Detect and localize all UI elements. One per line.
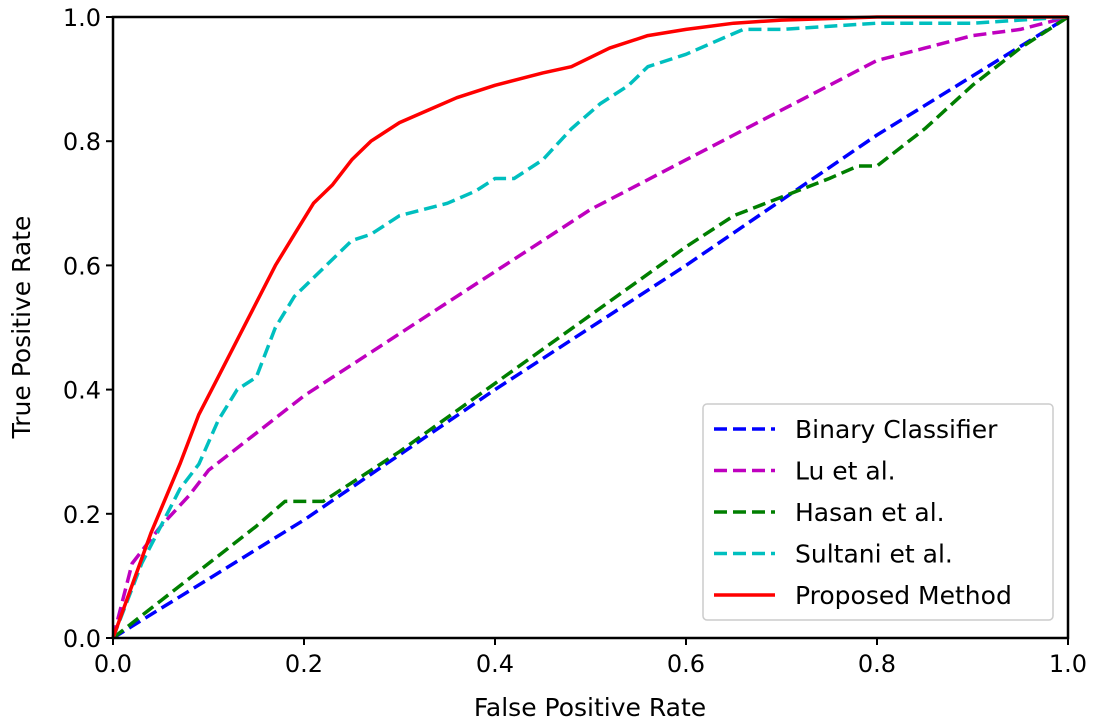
- x-tick-label: 0.6: [667, 650, 705, 678]
- y-axis-label: True Positive Rate: [7, 216, 36, 440]
- legend-label-binary-classifier: Binary Classifier: [795, 415, 998, 444]
- x-tick-label: 0.0: [94, 650, 132, 678]
- series-line-binary-classifier: [112, 15, 1069, 640]
- curves-layer: [111, 15, 1069, 640]
- x-axis-label: False Positive Rate: [474, 693, 706, 722]
- x-tick-label: 0.4: [476, 650, 514, 678]
- legend: Binary Classifier Lu et al. Hasan et al. Su…: [702, 403, 1054, 621]
- x-tick-label: 0.2: [285, 650, 323, 678]
- series-line-proposed-method: [111, 15, 1068, 639]
- y-tick-label: 0.0: [63, 625, 101, 653]
- legend-label-lu-et-al: Lu et al.: [795, 457, 896, 486]
- legend-box: [702, 403, 1054, 621]
- series-line-lu-et-al: [111, 15, 1069, 639]
- legend-label-sultani-et-al: Sultani et al.: [795, 540, 953, 569]
- x-tick-label: 1.0: [1049, 650, 1087, 678]
- y-tick-label: 0.8: [63, 128, 101, 156]
- legend-label-hasan-et-al: Hasan et al.: [795, 498, 945, 527]
- y-tick-label: 0.4: [63, 377, 101, 405]
- legend-label-proposed-method: Proposed Method: [795, 581, 1012, 610]
- plot-frame: [111, 15, 1070, 640]
- series-line-sultani-et-al: [111, 15, 1069, 639]
- y-tick-label: 1.0: [63, 4, 101, 32]
- x-tick-label: 0.8: [858, 650, 896, 678]
- y-tick-label: 0.2: [63, 501, 101, 529]
- series-line-hasan-et-al: [111, 15, 1069, 640]
- ticks-layer: 0.0 0.2 0.4 0.6 0.8 1.0 0.0 0.2 0.4 0.6 0.8 1.0: [63, 4, 1087, 678]
- y-tick-label: 0.6: [63, 252, 101, 280]
